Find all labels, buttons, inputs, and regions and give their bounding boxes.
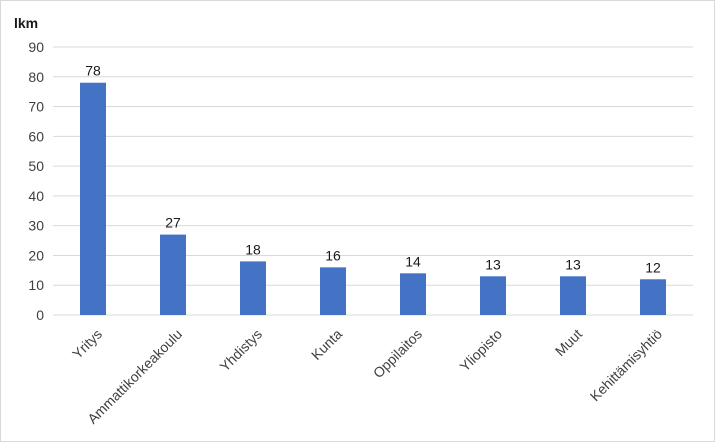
x-tick-label: Yhdistys (216, 326, 265, 375)
bar (320, 267, 346, 315)
bar (80, 82, 106, 315)
y-tick-label: 90 (28, 39, 44, 55)
y-tick-label: 10 (28, 277, 44, 293)
x-tick-label: Yliopisto (456, 326, 505, 375)
bar (480, 276, 506, 315)
bar (640, 279, 666, 315)
x-tick-label: Muut (552, 326, 585, 359)
x-tick-label: Kehittämisyhtiö (587, 326, 666, 405)
data-label: 12 (645, 259, 661, 275)
y-tick-label: 40 (28, 188, 44, 204)
data-label: 16 (325, 247, 341, 263)
y-tick-label: 50 (28, 158, 44, 174)
data-label: 18 (245, 241, 261, 257)
x-tick-label: Kunta (308, 326, 345, 363)
y-tick-label: 30 (28, 218, 44, 234)
bar (560, 276, 586, 315)
data-labels: 78 27 18 16 14 13 13 12 (85, 63, 661, 276)
data-label: 14 (405, 253, 421, 269)
data-label: 13 (485, 256, 501, 272)
bar (160, 234, 186, 315)
data-label: 78 (85, 63, 101, 79)
bar (240, 261, 266, 315)
y-tick-label: 60 (28, 128, 44, 144)
y-axis-ticks: 0 10 20 30 40 50 60 70 80 90 (28, 39, 44, 323)
y-tick-label: 20 (28, 247, 44, 263)
y-axis-unit-label: lkm (14, 15, 38, 31)
bars (80, 82, 666, 315)
y-tick-label: 0 (36, 307, 44, 323)
y-tick-label: 70 (28, 99, 44, 115)
x-tick-label: Yritys (69, 326, 105, 362)
gridlines (53, 46, 693, 316)
x-tick-label: Oppilaitos (370, 326, 425, 381)
bar (400, 273, 426, 315)
data-label: 13 (565, 256, 581, 272)
data-label: 27 (165, 215, 181, 231)
y-tick-label: 80 (28, 69, 44, 85)
